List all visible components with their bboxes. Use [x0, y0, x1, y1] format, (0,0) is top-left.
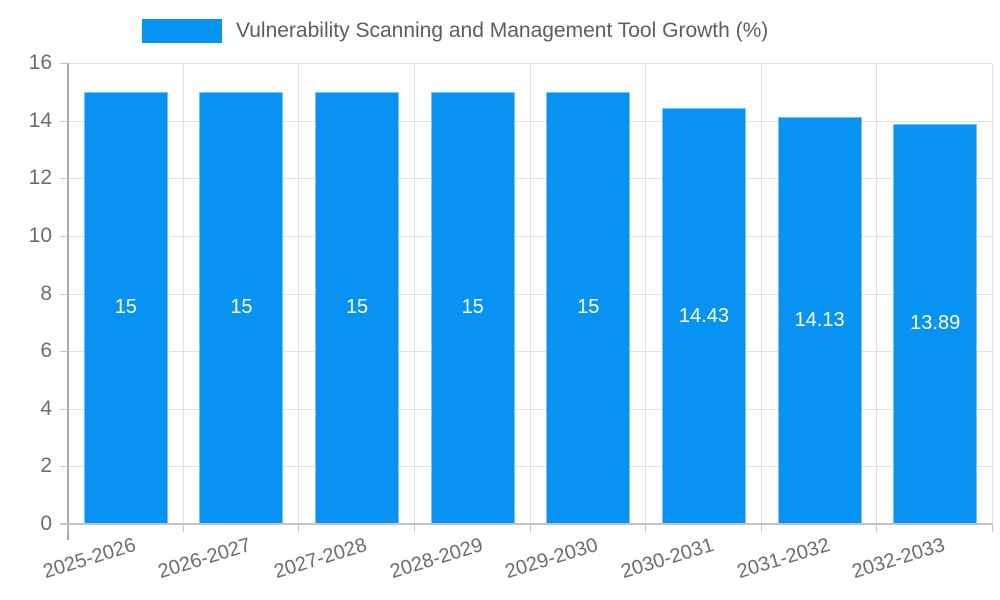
bar: 15 [430, 91, 515, 524]
y-tick-mark [60, 178, 68, 180]
bar: 14.43 [661, 108, 746, 524]
gridline-vertical [529, 63, 531, 524]
y-tick-mark [60, 120, 68, 122]
y-tick-mark [60, 351, 68, 353]
x-tick-mark [992, 524, 993, 532]
gridline-horizontal [68, 408, 993, 410]
y-axis-tick-label: 2 [40, 454, 52, 478]
x-tick-mark [298, 524, 300, 532]
x-axis-line [60, 523, 993, 525]
bar: 15 [83, 91, 168, 524]
gridline-horizontal [68, 293, 993, 295]
x-tick-mark [182, 524, 184, 532]
x-tick-mark [67, 524, 68, 532]
bar-value-label: 15 [114, 296, 137, 319]
x-tick-mark [645, 524, 647, 532]
gridline-vertical [760, 63, 762, 524]
bar-value-label: 15 [461, 296, 484, 319]
gridline-vertical [645, 63, 647, 524]
x-tick-mark [413, 524, 415, 532]
bar: 14.13 [777, 116, 862, 524]
gridline-vertical [992, 63, 993, 524]
bar: 15 [315, 91, 400, 524]
bar: 15 [199, 91, 284, 524]
y-axis-tick-label: 14 [28, 108, 52, 132]
y-axis-tick-label: 16 [28, 51, 52, 74]
bar-value-label: 14.13 [794, 308, 845, 331]
x-tick-mark [760, 524, 762, 532]
chart-legend[interactable]: Vulnerability Scanning and Management To… [142, 12, 768, 50]
gridline-horizontal [68, 63, 993, 64]
gridline-horizontal [68, 120, 993, 122]
x-tick-mark [529, 524, 531, 532]
bar-value-label: 13.89 [910, 312, 961, 335]
y-tick-mark [60, 63, 68, 64]
y-axis-line [67, 63, 69, 540]
y-axis-tick-label: 6 [40, 339, 52, 363]
bar-value-label: 14.43 [678, 304, 729, 327]
gridline-vertical [413, 63, 415, 524]
y-axis-tick-label: 4 [40, 396, 52, 420]
y-axis-tick-label: 0 [40, 512, 52, 535]
bar-value-label: 15 [577, 296, 600, 319]
y-tick-mark [60, 408, 68, 410]
legend-label: Vulnerability Scanning and Management To… [236, 19, 769, 42]
gridline-vertical [182, 63, 184, 524]
y-axis-tick-label: 8 [40, 281, 52, 305]
y-tick-mark [60, 466, 68, 468]
gridline-horizontal [68, 235, 993, 237]
y-tick-mark [60, 235, 68, 237]
bar-value-label: 15 [345, 296, 369, 319]
gridline-horizontal [68, 178, 993, 180]
gridline-vertical [298, 63, 300, 524]
bar-value-label: 15 [230, 296, 253, 319]
gridline-horizontal [68, 466, 993, 468]
bar: 13.89 [893, 123, 978, 524]
gridline-horizontal [68, 351, 993, 353]
y-axis-tick-label: 10 [28, 223, 52, 247]
plot-area: 15 15 15 15 15 14.43 14.13 13.89 [60, 63, 993, 540]
gridline-vertical [876, 63, 878, 524]
y-axis-tick-label: 12 [28, 166, 52, 190]
x-tick-mark [876, 524, 878, 532]
bar: 15 [546, 91, 631, 524]
y-tick-mark [60, 524, 68, 525]
y-tick-mark [60, 293, 68, 295]
legend-swatch [142, 19, 222, 43]
